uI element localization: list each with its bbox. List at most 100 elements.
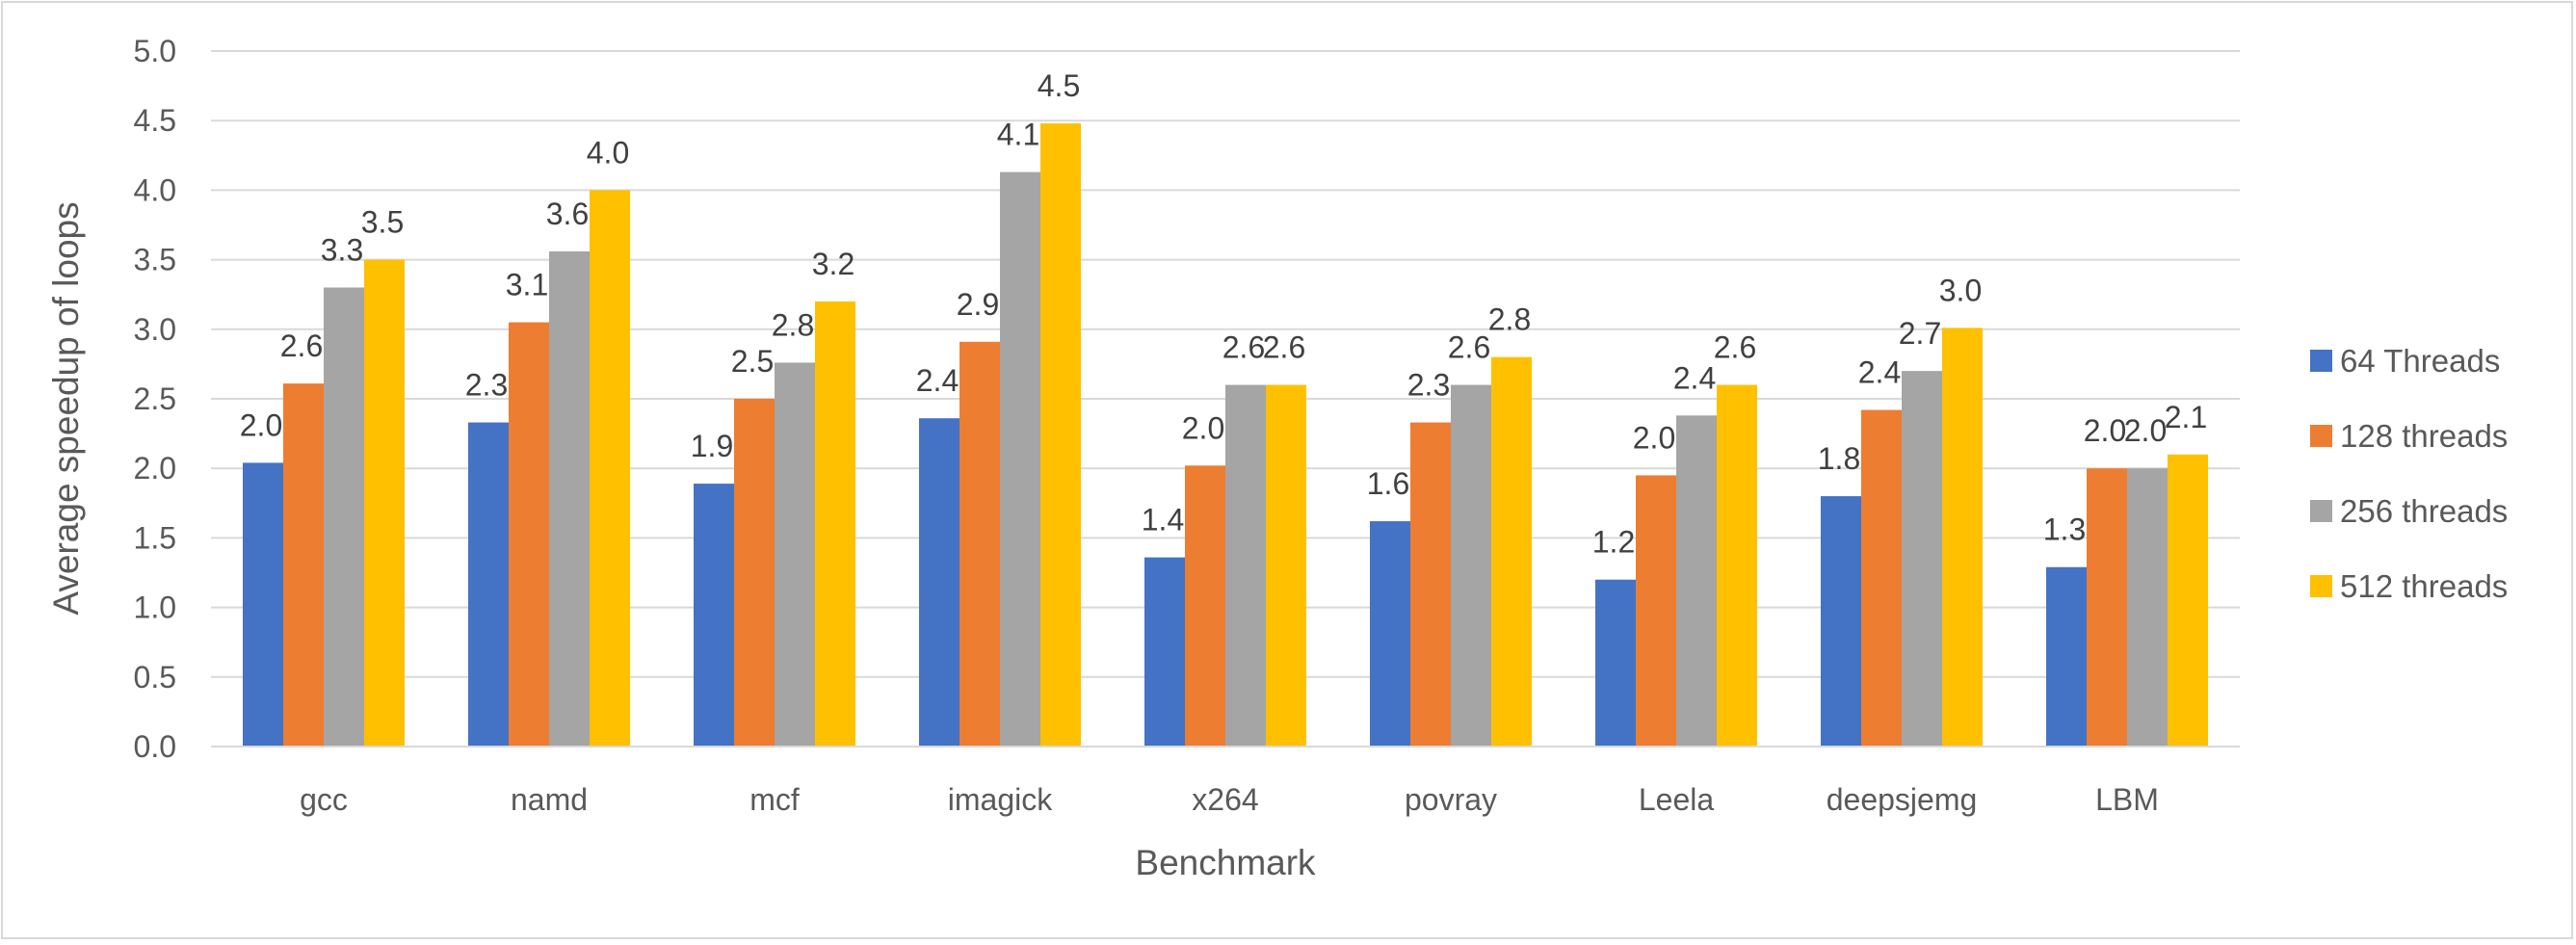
legend-swatch bbox=[2310, 350, 2332, 372]
data-label: 1.3 bbox=[2043, 512, 2086, 547]
bar bbox=[694, 484, 734, 747]
bar bbox=[324, 287, 364, 747]
data-label: 3.2 bbox=[812, 247, 854, 281]
bar bbox=[1144, 557, 1185, 747]
data-label: 4.1 bbox=[997, 118, 1039, 152]
data-label: 3.1 bbox=[506, 268, 548, 302]
data-label: 2.6 bbox=[1222, 330, 1265, 365]
data-label: 3.5 bbox=[361, 205, 404, 240]
data-label: 3.3 bbox=[321, 232, 363, 267]
data-label: 2.6 bbox=[1448, 330, 1490, 365]
bar bbox=[1717, 384, 1757, 747]
data-label: 1.8 bbox=[1818, 441, 1860, 476]
bar bbox=[1595, 579, 1636, 747]
data-label: 2.0 bbox=[2124, 413, 2167, 448]
legend-label: 512 threads bbox=[2340, 568, 2508, 604]
legend-swatch bbox=[2310, 575, 2332, 597]
data-label: 2.9 bbox=[957, 287, 999, 322]
y-tick-label: 2.5 bbox=[134, 381, 176, 416]
legend: 64 Threads 128 threads 256 threads 512 thre… bbox=[2310, 343, 2508, 604]
bar bbox=[1676, 415, 1717, 747]
y-axis-title: Average speedup of loops bbox=[46, 201, 86, 615]
y-tick-label: 4.5 bbox=[134, 103, 176, 138]
bar-chart: 2.02.63.33.52.33.13.64.01.92.52.83.22.42… bbox=[46, 34, 2508, 882]
y-tick-label: 5.0 bbox=[134, 34, 176, 68]
y-tick-label: 1.0 bbox=[134, 591, 176, 625]
data-label: 2.0 bbox=[1633, 420, 1675, 455]
data-label: 4.0 bbox=[587, 135, 629, 170]
y-tick-label: 1.5 bbox=[134, 520, 176, 555]
x-tick-label: Leela bbox=[1639, 782, 1715, 817]
bar bbox=[1902, 371, 1942, 747]
bar bbox=[815, 301, 855, 747]
data-label: 1.4 bbox=[1142, 503, 1184, 538]
bar bbox=[2046, 566, 2087, 747]
bar bbox=[1370, 521, 1410, 747]
legend-label: 64 Threads bbox=[2340, 343, 2500, 379]
x-tick-label: x264 bbox=[1192, 782, 1258, 817]
bar bbox=[1185, 465, 1225, 747]
x-tick-label: LBM bbox=[2095, 782, 2159, 817]
data-label: 2.0 bbox=[2084, 413, 2126, 448]
bar bbox=[243, 462, 283, 747]
data-label: 2.4 bbox=[1673, 360, 1716, 395]
y-tick-label: 3.0 bbox=[134, 312, 176, 347]
x-tick-label: povray bbox=[1405, 782, 1497, 817]
data-label: 2.3 bbox=[1407, 368, 1450, 403]
data-label: 4.5 bbox=[1038, 68, 1080, 103]
x-tick-label: mcf bbox=[749, 782, 800, 817]
data-label: 1.9 bbox=[691, 429, 733, 463]
data-label: 2.3 bbox=[465, 368, 508, 403]
bar bbox=[1000, 171, 1040, 748]
data-label: 3.0 bbox=[1939, 273, 1982, 307]
bar bbox=[919, 418, 959, 747]
bar bbox=[364, 259, 405, 747]
data-label: 2.4 bbox=[916, 363, 959, 398]
bar bbox=[283, 383, 324, 747]
x-tick-label: deepsjemg bbox=[1827, 782, 1978, 817]
bar bbox=[1861, 409, 1902, 747]
bar bbox=[509, 322, 549, 747]
legend-label: 128 threads bbox=[2340, 418, 2508, 454]
data-label: 2.4 bbox=[1858, 355, 1901, 390]
bar bbox=[775, 362, 815, 747]
legend-swatch bbox=[2310, 425, 2332, 447]
axes: 0.0 0.5 1.0 1.5 2.0 2.5 3.0 3.5 4.0 4.5 5.0 gcc namd… bbox=[134, 34, 2240, 817]
data-label: 1.6 bbox=[1367, 466, 1409, 501]
bar bbox=[1266, 384, 1306, 747]
x-axis-title: Benchmark bbox=[1135, 843, 1316, 882]
y-tick-label: 0.0 bbox=[134, 729, 176, 764]
bar bbox=[549, 250, 590, 747]
bar bbox=[1040, 123, 1081, 747]
data-label: 2.1 bbox=[2165, 400, 2207, 434]
data-label: 1.2 bbox=[1592, 525, 1635, 560]
data-label: 2.7 bbox=[1899, 316, 1941, 351]
bar bbox=[734, 399, 775, 747]
bar bbox=[959, 341, 1000, 747]
bar bbox=[2127, 468, 2168, 747]
bar bbox=[1410, 422, 1451, 747]
data-label: 2.8 bbox=[1488, 302, 1531, 337]
bar bbox=[1451, 384, 1491, 747]
bar bbox=[1491, 356, 1532, 747]
x-tick-label: namd bbox=[511, 782, 588, 817]
bar bbox=[468, 422, 509, 747]
data-label: 2.6 bbox=[1263, 330, 1305, 365]
bar bbox=[1821, 496, 1861, 747]
legend-swatch bbox=[2310, 500, 2332, 522]
bar bbox=[1225, 384, 1266, 747]
data-label: 3.6 bbox=[546, 197, 589, 231]
data-label: 2.6 bbox=[280, 328, 323, 363]
bar bbox=[1636, 475, 1676, 747]
bar bbox=[1942, 328, 1983, 747]
data-label: 2.0 bbox=[1182, 410, 1224, 445]
data-label: 2.6 bbox=[1714, 330, 1756, 365]
bars bbox=[243, 123, 2208, 748]
data-labels: 2.02.63.33.52.33.13.64.01.92.52.83.22.42… bbox=[240, 68, 2207, 560]
legend-label: 256 threads bbox=[2340, 493, 2508, 529]
y-tick-label: 2.0 bbox=[134, 451, 176, 486]
y-tick-label: 4.0 bbox=[134, 172, 176, 207]
y-tick-label: 0.5 bbox=[134, 660, 176, 695]
y-tick-label: 3.5 bbox=[134, 243, 176, 277]
